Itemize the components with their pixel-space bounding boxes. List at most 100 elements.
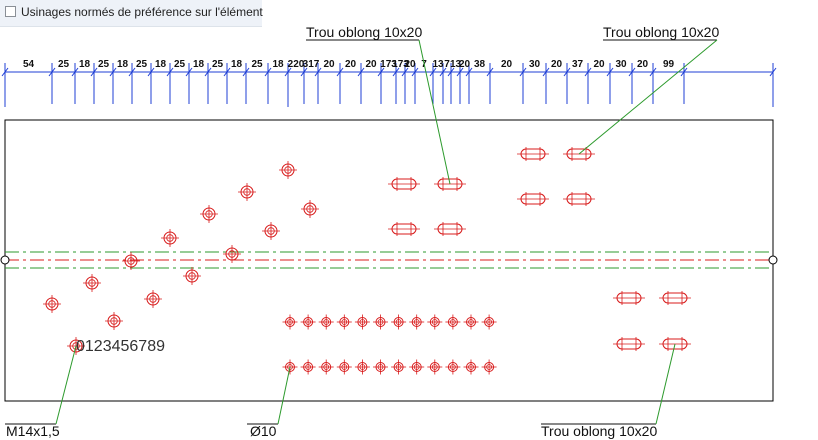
threaded-hole[interactable] <box>279 161 297 179</box>
bore-hole[interactable] <box>427 314 443 330</box>
oblong-slot[interactable] <box>517 192 549 206</box>
bore-hole[interactable] <box>336 359 352 375</box>
bore-hole[interactable] <box>409 314 425 330</box>
center-axis <box>0 251 778 269</box>
leader-line <box>277 366 291 425</box>
leader-line <box>655 343 676 425</box>
bore-hole[interactable] <box>373 359 388 375</box>
oblong-slot[interactable] <box>517 147 549 161</box>
dimension-label: 25 <box>212 59 224 70</box>
threaded-hole[interactable] <box>223 245 241 263</box>
dimension-label: 18 <box>193 59 205 70</box>
dimension-label: 317 <box>303 59 320 70</box>
dimension-label: 30 <box>529 59 541 70</box>
dimension-label: 20 <box>637 59 649 70</box>
dimension-label: 37 <box>572 59 584 70</box>
bore-hole[interactable] <box>354 314 370 330</box>
bore-hole[interactable] <box>391 314 407 330</box>
threaded-hole[interactable] <box>122 252 140 270</box>
callout-diameter[interactable]: Ø10 <box>250 423 277 439</box>
oblong-slot[interactable] <box>434 222 466 236</box>
bore-hole[interactable] <box>282 314 298 330</box>
bore-hole[interactable] <box>318 314 334 330</box>
dimension-label: 220 <box>288 59 305 70</box>
dimension-label: 25 <box>98 59 110 70</box>
dimension-label: 13 <box>450 59 462 70</box>
callout-slot-2[interactable]: Trou oblong 10x20 <box>603 24 719 40</box>
bore-hole[interactable] <box>391 359 407 375</box>
threaded-hole[interactable] <box>200 205 218 223</box>
threaded-hole[interactable] <box>144 290 162 308</box>
oblong-slot[interactable] <box>613 337 645 351</box>
bore-hole[interactable] <box>445 359 461 375</box>
bore-hole[interactable] <box>336 314 352 330</box>
bore-hole[interactable] <box>463 314 479 330</box>
axis-end-right[interactable] <box>768 255 778 265</box>
holes <box>43 161 497 375</box>
dimension-label: 20 <box>365 59 377 70</box>
axis-end-left[interactable] <box>0 255 10 265</box>
threaded-hole[interactable] <box>161 229 179 247</box>
dimension-label: 25 <box>136 59 148 70</box>
dimension-label: 18 <box>231 59 243 70</box>
threaded-hole[interactable] <box>83 274 101 292</box>
preferred-machining-label: Usinages normés de préférence sur l'élém… <box>21 5 263 19</box>
dimension-label: 20 <box>323 59 335 70</box>
leader-line <box>578 39 718 155</box>
oblong-slots <box>388 147 691 351</box>
dimension-label: 13 <box>432 59 444 70</box>
bore-hole[interactable] <box>354 359 370 375</box>
threaded-hole[interactable] <box>301 200 319 218</box>
threaded-hole[interactable] <box>262 222 280 240</box>
dimension-label: 7 <box>444 59 450 70</box>
dimension-label: 25 <box>58 59 70 70</box>
dimension-label: 20 <box>404 59 416 70</box>
oblong-slot[interactable] <box>563 192 595 206</box>
oblong-slot[interactable] <box>388 177 420 191</box>
dimension-label: 25 <box>174 59 186 70</box>
bore-hole[interactable] <box>463 359 479 375</box>
dimension-label: 30 <box>615 59 627 70</box>
bore-hole[interactable] <box>373 314 388 330</box>
dimension-label: 20 <box>345 59 357 70</box>
leader-line <box>55 345 77 425</box>
callout-thread[interactable]: M14x1,5 <box>6 423 60 439</box>
bore-hole[interactable] <box>445 314 461 330</box>
dimension-label: 20 <box>459 59 471 70</box>
dimension-label: 20 <box>501 59 513 70</box>
threaded-hole[interactable] <box>238 183 256 201</box>
oblong-slot[interactable] <box>388 222 420 236</box>
dimension-label: 173 <box>392 59 409 70</box>
dimension-label: 99 <box>663 59 675 70</box>
bore-hole[interactable] <box>409 359 425 375</box>
preferred-machining-checkbox[interactable] <box>5 6 16 17</box>
dimension-label: 18 <box>155 59 167 70</box>
dimension-label: 18 <box>79 59 91 70</box>
dimension-label: 18 <box>272 59 284 70</box>
bore-hole[interactable] <box>300 314 316 330</box>
bore-hole[interactable] <box>481 359 497 375</box>
callout-slot-1[interactable]: Trou oblong 10x20 <box>306 24 422 40</box>
leader-line <box>418 39 451 185</box>
oblong-slot[interactable] <box>613 291 645 305</box>
dimension-label: 20 <box>551 59 563 70</box>
bore-hole[interactable] <box>481 314 497 330</box>
engraving-text[interactable]: 0123456789 <box>76 338 165 355</box>
oblong-slot[interactable] <box>659 291 691 305</box>
dimension-label: 38 <box>474 59 486 70</box>
bore-hole[interactable] <box>427 359 443 375</box>
callout-slot-3[interactable]: Trou oblong 10x20 <box>541 423 657 439</box>
threaded-hole[interactable] <box>105 312 123 330</box>
dimension-label: 54 <box>23 59 35 70</box>
threaded-hole[interactable] <box>183 267 201 285</box>
dimension-label: 18 <box>117 59 129 70</box>
dimension-label: 25 <box>251 59 263 70</box>
dimension-label: 173 <box>380 59 397 70</box>
bore-hole[interactable] <box>300 359 316 375</box>
bore-hole[interactable] <box>318 359 334 375</box>
dimension-label: 20 <box>593 59 605 70</box>
options-bar: Usinages normés de préférence sur l'élém… <box>0 0 263 27</box>
threaded-hole[interactable] <box>43 295 61 313</box>
